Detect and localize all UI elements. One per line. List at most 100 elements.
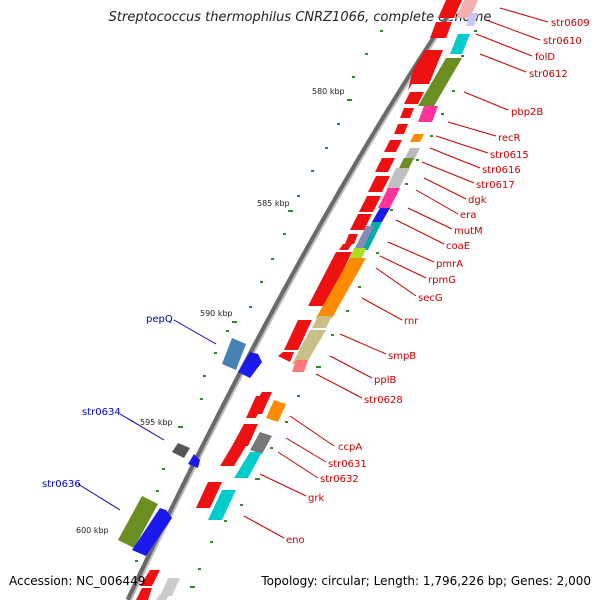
- gene-arrow: [136, 588, 152, 600]
- gene-label: str0632: [320, 474, 359, 485]
- gene-label: era: [460, 210, 476, 221]
- gene-arrow: [196, 482, 222, 508]
- kbp-tick: [285, 421, 288, 423]
- gene-arrow: [404, 92, 424, 104]
- kbp-tick: [347, 99, 352, 101]
- gene-block: [354, 226, 374, 250]
- gene-arrow: [246, 396, 266, 418]
- left-gene-labels: pepQ str0634 str0636: [42, 314, 173, 490]
- gene-label: smpB: [388, 351, 416, 362]
- kbp-tick: [405, 183, 408, 185]
- kbp-tick: [224, 520, 227, 522]
- gene-block: [386, 168, 410, 190]
- kbp-tick: [390, 209, 393, 211]
- leader-line: [415, 189, 459, 215]
- leader-line: [429, 147, 481, 169]
- gene-arrow: [350, 214, 372, 230]
- gene-arrow: [238, 352, 262, 378]
- right-gene-labels: str0609 str0610 folD str0612 pbp2B recR …: [286, 18, 590, 546]
- kbp-tick: [358, 286, 361, 288]
- colored-gene-blocks: [156, 0, 478, 600]
- gene-label: str0636: [42, 479, 81, 490]
- gene-label: folD: [535, 52, 555, 63]
- leader-line: [277, 451, 319, 479]
- gene-label: str0628: [364, 395, 403, 406]
- gene-arrow: [308, 252, 352, 306]
- kbp-tick: [271, 258, 274, 260]
- gene-label: coaE: [446, 241, 470, 252]
- gene-arrow: [220, 446, 246, 466]
- leader-line: [361, 297, 403, 321]
- kbp-tick: [249, 306, 252, 308]
- genome-title: Streptococcus thermophilus CNRZ1066, com…: [108, 10, 492, 25]
- leader-line: [485, 19, 541, 41]
- leader-line: [479, 53, 527, 73]
- gene-block: [292, 330, 326, 364]
- kbp-tick: [316, 366, 321, 368]
- gene-block: [418, 58, 462, 106]
- leader-line: [315, 373, 363, 399]
- gene-label: pplB: [374, 375, 396, 386]
- gene-label: dgk: [468, 195, 487, 206]
- gene-block: [292, 360, 308, 372]
- leader-line: [499, 7, 549, 23]
- gene-label: secG: [418, 293, 443, 304]
- gene-block: [316, 258, 366, 318]
- kbp-tick: [376, 252, 379, 254]
- gene-arrow: [359, 196, 381, 212]
- gene-label: str0610: [543, 36, 582, 47]
- kbp-tick: [270, 447, 273, 449]
- gene-arrow: [400, 108, 414, 118]
- left-leader-lines: [77, 319, 217, 511]
- gene-arrow: [140, 570, 160, 586]
- gene-block: [372, 208, 390, 222]
- gene-label: eno: [286, 535, 305, 546]
- gene-block: [456, 0, 478, 18]
- gene-arrow: [278, 352, 294, 362]
- accession-text: Accession: NC_006449: [9, 574, 146, 588]
- gene-arrow: [430, 22, 452, 38]
- kbp-tick: [346, 310, 349, 312]
- gene-block: [466, 14, 478, 26]
- gene-label: str0617: [476, 180, 515, 191]
- gene-arrow: [368, 176, 390, 192]
- gene-label: pmrA: [436, 259, 463, 270]
- kbp-tick: [255, 478, 260, 480]
- gene-label: str0615: [490, 150, 529, 161]
- gene-block: [350, 248, 366, 258]
- leader-line: [375, 267, 417, 297]
- gene-block: [208, 490, 236, 520]
- kbp-tick: [162, 468, 165, 470]
- kbp-label: 590 kbp: [200, 309, 233, 318]
- gene-label: rpmG: [428, 275, 456, 286]
- kbp-tick: [311, 170, 314, 172]
- kbp-label: 585 kbp: [257, 199, 290, 208]
- kbp-tick: [200, 398, 203, 400]
- gene-block: [404, 148, 420, 160]
- kbp-tick: [240, 504, 243, 506]
- kbp-tick: [210, 541, 213, 543]
- gene-label: mutM: [454, 226, 483, 237]
- gene-arrow: [384, 140, 402, 152]
- gene-block: [234, 452, 262, 478]
- kbp-tick: [380, 30, 383, 32]
- gene-label: grk: [308, 493, 324, 504]
- gene-block: [118, 496, 158, 548]
- gene-arrow: [188, 454, 200, 468]
- leader-line: [421, 161, 475, 184]
- kbp-ticks: [121, 30, 477, 588]
- gene-arrow: [232, 424, 258, 446]
- gene-block: [160, 578, 180, 596]
- leader-line: [435, 135, 489, 154]
- gene-label: str0634: [82, 407, 121, 418]
- gene-arrow: [375, 158, 395, 172]
- gene-arrow: [284, 320, 312, 350]
- leader-line: [259, 473, 307, 497]
- leader-line: [395, 219, 445, 245]
- kbp-label: 595 kbp: [140, 418, 173, 427]
- leader-line: [423, 177, 467, 200]
- kbp-tick: [430, 135, 433, 137]
- leader-line: [289, 415, 335, 447]
- gene-arrow: [438, 0, 462, 18]
